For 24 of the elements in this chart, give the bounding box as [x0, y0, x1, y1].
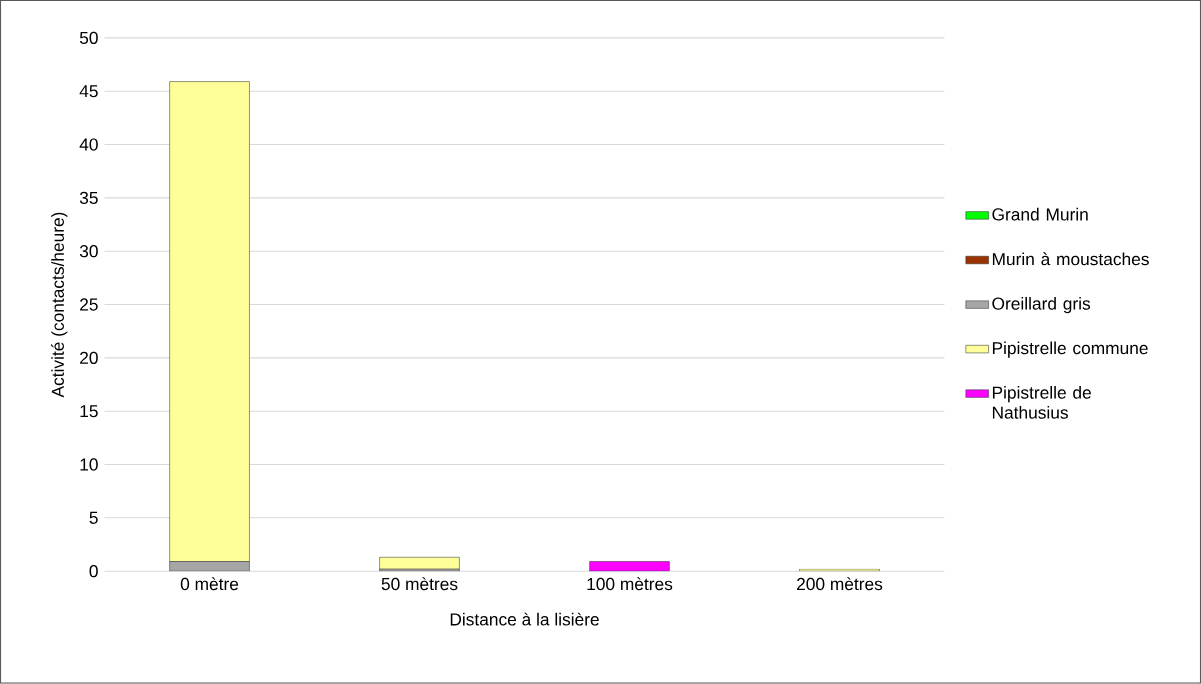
y-tick-label: 30: [79, 245, 98, 258]
y-tick-label: 40: [79, 138, 98, 151]
legend-label: Pipistrelle de Nathusius: [992, 386, 1091, 419]
y-tick-label: 10: [80, 458, 98, 471]
x-tick-label: 50 mètres: [381, 577, 458, 591]
legend-label: Pipistrelle commune: [992, 341, 1148, 358]
y-axis-title: Activité (contacts/heure): [51, 212, 68, 398]
y-tick-label: 50: [79, 31, 98, 45]
y-tick-label: 0: [89, 565, 98, 578]
x-tick-label: 100 mètres: [587, 577, 673, 591]
x-tick-label: 200 mètres: [797, 577, 883, 591]
y-tick-label: 20: [80, 351, 98, 365]
x-tick-label: 0 mètre: [180, 577, 239, 591]
x-axis-title: Distance à la lisière: [450, 612, 599, 626]
legend-label: Grand Murin: [992, 208, 1088, 221]
y-tick-label: 15: [80, 405, 98, 418]
y-tick-label: 25: [80, 298, 98, 311]
bar: [379, 557, 460, 570]
y-tick-label: 45: [79, 85, 98, 98]
bar: [589, 561, 670, 572]
legend-label: Murin à moustaches: [992, 252, 1149, 266]
y-tick-label: 35: [79, 191, 98, 205]
legend-label: Oreillard gris: [992, 297, 1091, 314]
y-tick-label: 5: [89, 511, 98, 525]
